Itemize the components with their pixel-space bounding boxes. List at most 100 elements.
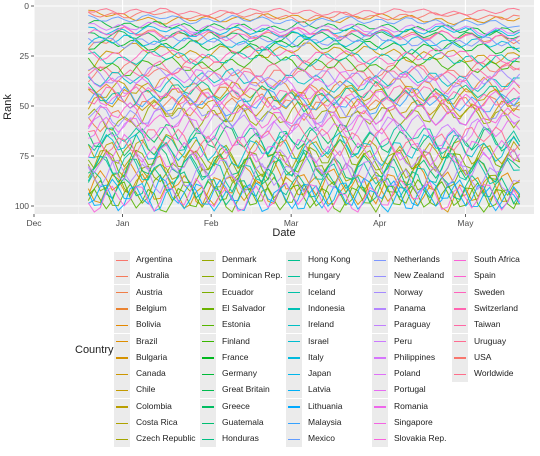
legend-swatch: [202, 422, 214, 424]
legend-swatch: [374, 357, 386, 359]
legend-label: Italy: [308, 351, 324, 362]
legend-key: [200, 317, 216, 334]
legend-label: Poland: [394, 368, 421, 379]
legend-swatch: [374, 438, 386, 441]
legend-label: Austria: [136, 286, 163, 297]
series-line-paraguay: [87, 144, 521, 184]
legend-label: Denmark: [222, 254, 257, 264]
legend-key: [200, 382, 216, 399]
series-line-philippines: [88, 21, 520, 36]
legend-label: Brazil: [136, 335, 158, 346]
legend-swatch: [116, 438, 128, 441]
legend-key: [114, 415, 130, 431]
x-axis: Dec Jan Feb Mar Apr May: [26, 214, 474, 228]
legend-swatch: [454, 275, 466, 278]
series-line-romania: [87, 133, 521, 172]
legend-label: Dominican Rep.: [222, 270, 283, 281]
legend-swatch: [202, 292, 214, 294]
legend-key: [452, 284, 468, 301]
legend-swatch: [288, 422, 300, 424]
legend-swatch: [202, 259, 214, 261]
series-line-germany: [88, 20, 520, 36]
legend-label: Guatemala: [222, 417, 264, 427]
legend-swatch: [374, 259, 386, 261]
legend-label: Great Britain: [222, 384, 270, 395]
legend-label: Panama: [394, 302, 426, 313]
series-line-canada: [88, 42, 520, 72]
legend-swatch: [374, 341, 386, 343]
series-line-portugal: [88, 113, 521, 147]
x-tick-label: Dec: [26, 218, 42, 228]
legend-swatch: [374, 292, 386, 294]
legend-swatch: [116, 259, 128, 261]
legend-label: USA: [474, 351, 492, 362]
x-tick-label: Feb: [204, 218, 219, 228]
series-line-bulgaria: [87, 173, 521, 213]
legend-swatch: [288, 406, 300, 408]
legend-key: [286, 366, 302, 383]
series-line-uruguay: [88, 123, 521, 160]
series-lines: [87, 7, 521, 213]
legend-label: Colombia: [136, 400, 172, 411]
series-line-singapore: [87, 86, 521, 111]
legend-key: [114, 349, 130, 366]
legend-swatch: [202, 357, 214, 359]
legend-key: [114, 284, 130, 301]
legend-key: [286, 300, 302, 317]
legend-label: Argentina: [136, 254, 173, 264]
legend-key: [372, 398, 388, 415]
legend-label: Ecuador: [222, 286, 254, 297]
legend-swatch: [454, 341, 466, 343]
series-line-argentina: [87, 58, 520, 84]
legend-label: Iceland: [308, 286, 336, 297]
legend-swatch: [116, 422, 128, 424]
legend-label: Indonesia: [308, 302, 345, 313]
legend-swatch: [374, 406, 386, 408]
legend-swatch: [454, 259, 466, 261]
legend-key: [372, 317, 388, 334]
legend-title: Country: [75, 344, 114, 356]
series-line-switzerland: [88, 82, 521, 109]
legend-label: Latvia: [308, 384, 331, 395]
legend-label: Costa Rica: [136, 417, 178, 427]
series-line-sweden: [87, 45, 520, 65]
series-line-brazil: [88, 9, 520, 26]
series-line-peru: [87, 108, 520, 141]
series-line-slovakia-rep-: [87, 177, 521, 213]
legend-label: Hong Kong: [308, 254, 351, 264]
legend-key: [114, 300, 130, 317]
legend-label: Peru: [394, 335, 412, 346]
legend-label: Philippines: [394, 351, 436, 362]
legend-swatch: [288, 438, 300, 441]
legend-swatch: [202, 389, 214, 392]
legend-key: [372, 382, 388, 399]
legend-label: Switzerland: [474, 302, 518, 313]
legend-label: Greece: [222, 400, 250, 411]
y-tick-label: 50: [20, 101, 30, 111]
legend-label: Romania: [394, 400, 429, 411]
legend-label: Israel: [308, 335, 329, 346]
legend-label: Slovakia Rep.: [394, 433, 447, 444]
x-tick-label: May: [457, 218, 474, 228]
series-line-greece: [87, 123, 521, 159]
legend-label: South Africa: [474, 254, 520, 264]
series-line-panama: [87, 157, 520, 195]
series-line-finland: [87, 54, 520, 77]
legend-label: Czech Republic: [136, 433, 196, 444]
legend-key: [114, 252, 130, 268]
series-line-poland: [87, 69, 521, 97]
legend-label: El Salvador: [222, 302, 266, 313]
legend-key: [372, 284, 388, 301]
y-tick-label: 75: [20, 151, 30, 161]
series-line-latvia: [87, 178, 521, 213]
legend-key: [452, 349, 468, 366]
legend-swatch: [116, 324, 128, 327]
legend-swatch: [288, 308, 300, 310]
legend-swatch: [288, 275, 300, 278]
series-line-worldwide: [88, 7, 520, 17]
y-tick-label: 100: [15, 201, 29, 211]
series-line-italy: [87, 34, 520, 52]
legend-swatch: [374, 373, 386, 375]
legend-swatch: [374, 308, 386, 310]
legend-key: [286, 415, 302, 431]
